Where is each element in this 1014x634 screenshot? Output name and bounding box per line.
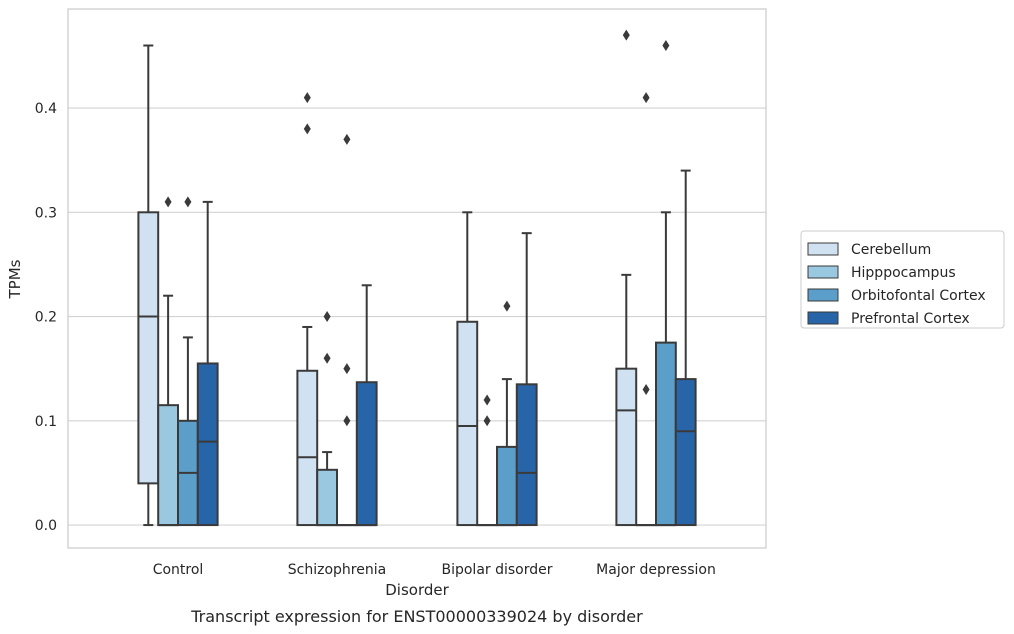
box-body [456, 320, 479, 527]
outlier-point [184, 196, 192, 208]
y-tick-label: 0.4 [35, 101, 57, 117]
box-orbitofontal-cortex [655, 39, 677, 527]
box-body [355, 381, 378, 527]
y-axis-ticks: 0.0 0.1 0.2 0.3 0.4 [35, 101, 57, 534]
box-body [196, 362, 219, 527]
box-body [515, 383, 538, 527]
box-cerebellum [296, 92, 319, 527]
outlier-point [642, 384, 650, 396]
y-tick-label: 0.0 [35, 518, 57, 534]
outlier-point [483, 394, 491, 406]
legend-label: Orbitofontal Cortex [851, 288, 986, 304]
legend: Cerebellum Hipppocampus Orbitofontal Corte… [800, 230, 1005, 329]
legend-label: Cerebellum [851, 242, 931, 258]
x-axis-title: Disorder [385, 581, 449, 599]
x-axis-ticks: Control Schizophrenia Bipolar disorder Majo… [153, 562, 716, 578]
box-hipppocampus [316, 311, 339, 527]
box-orbitofontal-cortex [177, 196, 199, 527]
legend-item: Orbitofontal Cortex [807, 288, 986, 304]
x-tick-label: Schizophrenia [288, 562, 386, 578]
box-hipppocampus [157, 196, 179, 527]
box-body [496, 445, 518, 527]
plot-frame [67, 8, 767, 549]
outlier-point [303, 92, 311, 104]
y-tick-label: 0.3 [35, 205, 57, 221]
x-tick-label: Control [153, 562, 204, 578]
box-body [674, 378, 697, 527]
outlier-point [323, 311, 331, 323]
y-tick-label: 0.1 [35, 414, 57, 430]
outlier-point [622, 29, 630, 41]
outlier-point [343, 415, 351, 427]
outlier-point [642, 92, 650, 104]
box-body [615, 367, 638, 527]
box-body [655, 341, 677, 527]
y-tick-label: 0.2 [35, 310, 57, 326]
legend-item: Hipppocampus [807, 265, 956, 281]
outlier-point [164, 196, 172, 208]
legend-swatch [807, 311, 839, 325]
legend-item: Prefrontal Cortex [807, 311, 970, 327]
legend-swatch [807, 265, 839, 279]
outlier-point [483, 415, 491, 427]
legend-item: Cerebellum [807, 242, 931, 258]
box-prefrontal-cortex [196, 200, 219, 527]
box-body [157, 404, 179, 527]
legend-swatch [807, 288, 839, 302]
box-orbitofontal-cortex [496, 300, 518, 527]
legend-frame [800, 230, 1005, 329]
box-body [316, 468, 339, 527]
legend-label: Prefrontal Cortex [851, 311, 970, 327]
outlier-point [323, 352, 331, 364]
box-hipppocampus [476, 394, 499, 527]
outlier-point [503, 300, 511, 312]
legend-swatch [807, 242, 839, 256]
box-orbitofontal-cortex [336, 133, 358, 527]
outlier-point [343, 363, 351, 375]
box-plot-marks [137, 29, 697, 527]
box-prefrontal-cortex [355, 284, 378, 527]
box-cerebellum [615, 29, 638, 527]
box-prefrontal-cortex [515, 232, 538, 527]
box-prefrontal-cortex [674, 169, 697, 527]
box-hipppocampus [635, 92, 658, 527]
outlier-point [303, 123, 311, 135]
box-cerebellum [137, 44, 160, 527]
y-axis-title: TPMs [6, 259, 24, 299]
legend-label: Hipppocampus [851, 265, 956, 281]
outlier-point [662, 39, 670, 51]
box-cerebellum [456, 211, 479, 527]
box-body [137, 211, 160, 485]
x-tick-label: Major depression [596, 562, 716, 578]
chart-caption: Transcript expression for ENST0000033902… [190, 607, 643, 626]
box-body [296, 369, 319, 527]
x-tick-label: Bipolar disorder [441, 562, 552, 578]
outlier-point [343, 133, 351, 145]
